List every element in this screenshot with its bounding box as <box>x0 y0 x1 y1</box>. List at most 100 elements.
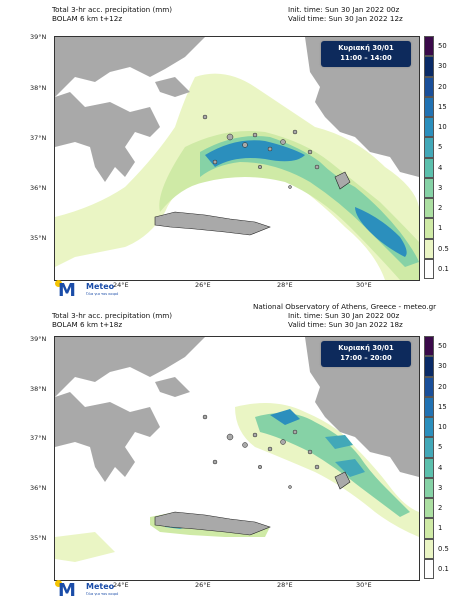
panel-title: Total 3-hr acc. precipitation (mm) <box>52 311 173 320</box>
valid-time: Valid time: Sun 30 Jan 2022 18z <box>288 320 403 329</box>
colorbar-cell <box>424 117 434 138</box>
hours-label: 11:00 – 14:00 <box>340 54 392 62</box>
model-label: BOLAM 6 km t+12z <box>52 14 123 23</box>
lat-label-36: 36°N <box>30 484 47 492</box>
colorbar-cell <box>424 177 434 198</box>
colorbar-tick-label: 1 <box>438 524 443 533</box>
lat-label-35: 35°N <box>30 234 47 242</box>
panel-header-left: Total 3-hr acc. precipitation (mm) BOLAM… <box>52 5 172 23</box>
land-peloponnese <box>55 392 160 482</box>
colorbar-cell <box>424 76 434 97</box>
lat-label-38: 38°N <box>30 385 47 393</box>
precipitation-map: Κυριακή 30/01 17:00 – 20:00 <box>54 336 420 581</box>
hours-label: 17:00 – 20:00 <box>340 354 392 362</box>
land-turkey <box>305 37 419 177</box>
colorbar-tick-label: 5 <box>438 443 443 452</box>
colorbar-cell <box>424 96 434 117</box>
colorbar-tick-label: 50 <box>438 42 447 51</box>
colorbar-cell <box>424 198 434 219</box>
land-euboea <box>155 77 190 97</box>
panel-header-right: Init. time: Sun 30 Jan 2022 00z Valid ti… <box>288 311 403 329</box>
map-canvas <box>55 37 419 280</box>
precipitation-map: Κυριακή 30/01 11:00 – 14:00 <box>54 36 420 281</box>
lon-label-30: 30°E <box>356 581 372 589</box>
forecast-panel-t18: Total 3-hr acc. precipitation (mm) BOLAM… <box>0 300 459 600</box>
lat-label-39: 39°N <box>30 335 47 343</box>
colorbar-cell <box>424 538 434 559</box>
logo-m-mark: M <box>58 580 76 601</box>
colorbar-cell <box>424 558 434 579</box>
lon-label-28: 28°E <box>277 281 293 289</box>
precip-area-light <box>55 73 419 280</box>
lat-label-36: 36°N <box>30 184 47 192</box>
colorbar <box>424 336 434 579</box>
precip-core-rhodes <box>335 459 365 477</box>
colorbar-tick-label: 3 <box>438 183 443 192</box>
lon-label-28: 28°E <box>277 581 293 589</box>
colorbar-tick-label: 15 <box>438 402 447 411</box>
lon-label-26: 26°E <box>195 581 211 589</box>
lon-label-30: 30°E <box>356 281 372 289</box>
lat-label-37: 37°N <box>30 134 47 142</box>
colorbar-tick-label: 50 <box>438 342 447 351</box>
colorbar-tick-label: 20 <box>438 82 447 91</box>
meteo-logo: M Meteo Όλα για τον καιρό <box>52 280 122 300</box>
colorbar-cell <box>424 498 434 519</box>
colorbar-tick-label: 4 <box>438 163 443 172</box>
init-time: Init. time: Sun 30 Jan 2022 00z <box>288 5 400 14</box>
init-time: Init. time: Sun 30 Jan 2022 00z <box>288 311 400 320</box>
colorbar-tick-label: 10 <box>438 423 447 432</box>
logo-sun-icon <box>55 280 62 287</box>
colorbar-tick-label: 3 <box>438 483 443 492</box>
land-crete <box>154 511 271 536</box>
colorbar-tick-label: 0.5 <box>438 244 449 253</box>
colorbar-cell <box>424 356 434 377</box>
colorbar-tick-label: 2 <box>438 204 443 213</box>
logo-name: Meteo <box>86 282 115 291</box>
lon-label-24: 24°E <box>113 581 129 589</box>
precip-core-rhodes <box>355 207 407 257</box>
panel-header-right: Init. time: Sun 30 Jan 2022 00z Valid ti… <box>288 5 403 23</box>
lat-label-39: 39°N <box>30 33 47 41</box>
colorbar-tick-label: 2 <box>438 504 443 513</box>
colorbar-cell <box>424 396 434 417</box>
precip-core-chios <box>270 409 300 425</box>
land-islands <box>202 414 320 489</box>
model-label: BOLAM 6 km t+18z <box>52 320 123 329</box>
colorbar-cell <box>424 137 434 158</box>
colorbar-tick-label: 10 <box>438 123 447 132</box>
precip-area-mod <box>159 131 419 280</box>
precip-area-3mm <box>255 413 410 517</box>
colorbar-tick-label: 0.1 <box>438 264 449 273</box>
panel-title: Total 3-hr acc. precipitation (mm) <box>52 5 173 14</box>
colorbar-cell <box>424 157 434 178</box>
day-label: Κυριακή 30/01 <box>338 44 394 52</box>
forecast-panel-t12: Total 3-hr acc. precipitation (mm) BOLAM… <box>0 0 459 300</box>
colorbar-cell <box>424 36 434 57</box>
colorbar-cell <box>424 336 434 357</box>
valid-time: Valid time: Sun 30 Jan 2022 12z <box>288 14 403 23</box>
colorbar-cell <box>424 417 434 438</box>
logo-tagline: Όλα για τον καιρό <box>86 592 119 596</box>
precip-core-cyclades <box>205 140 305 167</box>
lon-label-26: 26°E <box>195 281 211 289</box>
land-rhodes <box>334 471 351 490</box>
day-label: Κυριακή 30/01 <box>338 344 394 352</box>
map-canvas <box>55 337 419 562</box>
colorbar <box>424 36 434 279</box>
colorbar-tick-label: 30 <box>438 362 447 371</box>
precip-area-west <box>55 532 115 562</box>
lat-label-38: 38°N <box>30 84 47 92</box>
colorbar-cell <box>424 457 434 478</box>
land-crete <box>154 211 271 236</box>
land-peloponnese <box>55 92 160 182</box>
colorbar-tick-label: 20 <box>438 382 447 391</box>
lat-label-35: 35°N <box>30 534 47 542</box>
lon-label-24: 24°E <box>113 281 129 289</box>
colorbar-cell <box>424 238 434 259</box>
colorbar-tick-label: 0.1 <box>438 564 449 573</box>
lat-label-37: 37°N <box>30 434 47 442</box>
colorbar-tick-label: 1 <box>438 224 443 233</box>
panel-header-left: Total 3-hr acc. precipitation (mm) BOLAM… <box>52 311 172 329</box>
logo-m-mark: M <box>58 280 76 301</box>
